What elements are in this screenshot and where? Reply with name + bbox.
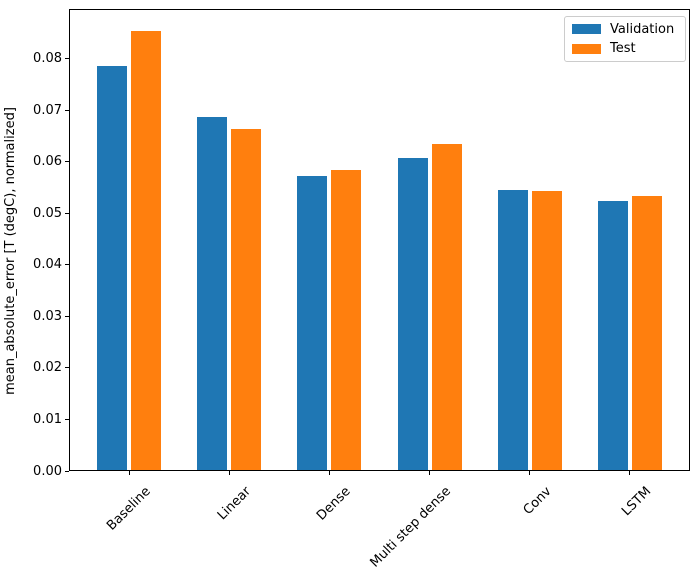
bar-validation-conv <box>497 189 528 470</box>
y-tick-label: 0.07 <box>33 102 62 118</box>
bar-test-lstm <box>631 195 662 470</box>
y-tick-mark <box>65 161 69 163</box>
legend-swatch-test <box>572 43 601 54</box>
x-tick-mark <box>228 471 230 475</box>
x-tick-mark <box>328 471 330 475</box>
y-tick-label: 0.02 <box>33 360 62 376</box>
y-tick-label: 0.05 <box>33 205 62 221</box>
x-tick-label-linear: Linear <box>214 484 254 524</box>
y-tick-label: 0.04 <box>33 257 62 273</box>
y-tick-label: 0.08 <box>33 51 62 66</box>
y-tick-label: 0.06 <box>33 154 62 170</box>
x-tick-mark <box>529 471 531 475</box>
y-tick-mark <box>65 109 69 111</box>
legend: Validation Test <box>564 16 686 62</box>
y-tick-label: 0.03 <box>33 308 62 324</box>
y-tick-mark <box>65 58 69 59</box>
y-tick-mark <box>65 264 69 266</box>
legend-swatch-validation <box>572 24 601 35</box>
y-tick-mark <box>65 212 69 214</box>
y-tick-mark <box>65 470 69 472</box>
bar-test-linear <box>231 128 262 470</box>
x-tick-mark <box>429 471 431 475</box>
bar-validation-multi-step-dense <box>397 158 428 470</box>
bar-validation-dense <box>297 176 328 470</box>
bar-test-baseline <box>131 31 162 470</box>
x-tick-mark <box>629 471 631 475</box>
y-tick-label: 0.01 <box>33 411 62 427</box>
y-tick-mark <box>65 418 69 420</box>
legend-label: Test <box>610 41 636 57</box>
x-tick-label-dense: Dense <box>314 484 355 524</box>
plot-area <box>69 9 690 471</box>
bar-test-conv <box>531 191 562 470</box>
y-tick-label: 0.00 <box>33 463 62 479</box>
y-axis-label: mean_absolute_error [T (degC), normalize… <box>3 107 18 395</box>
x-tick-label-conv: Conv <box>520 484 555 518</box>
legend-label: Validation <box>610 21 675 37</box>
bar-validation-baseline <box>97 66 128 470</box>
x-tick-label-baseline: Baseline <box>104 484 154 534</box>
bar-test-dense <box>331 169 362 470</box>
bar-validation-linear <box>197 116 228 470</box>
x-tick-label-lstm: LSTM <box>619 484 655 520</box>
y-tick-mark <box>65 367 69 369</box>
y-tick-mark <box>65 315 69 317</box>
x-tick-mark <box>128 471 130 475</box>
x-tick-label-multi-step-dense: Multi step dense <box>367 484 455 571</box>
bar-validation-lstm <box>597 200 628 470</box>
bar-test-multi-step-dense <box>431 144 462 470</box>
legend-item-validation: Validation <box>572 21 678 38</box>
legend-item-test: Test <box>572 41 678 58</box>
